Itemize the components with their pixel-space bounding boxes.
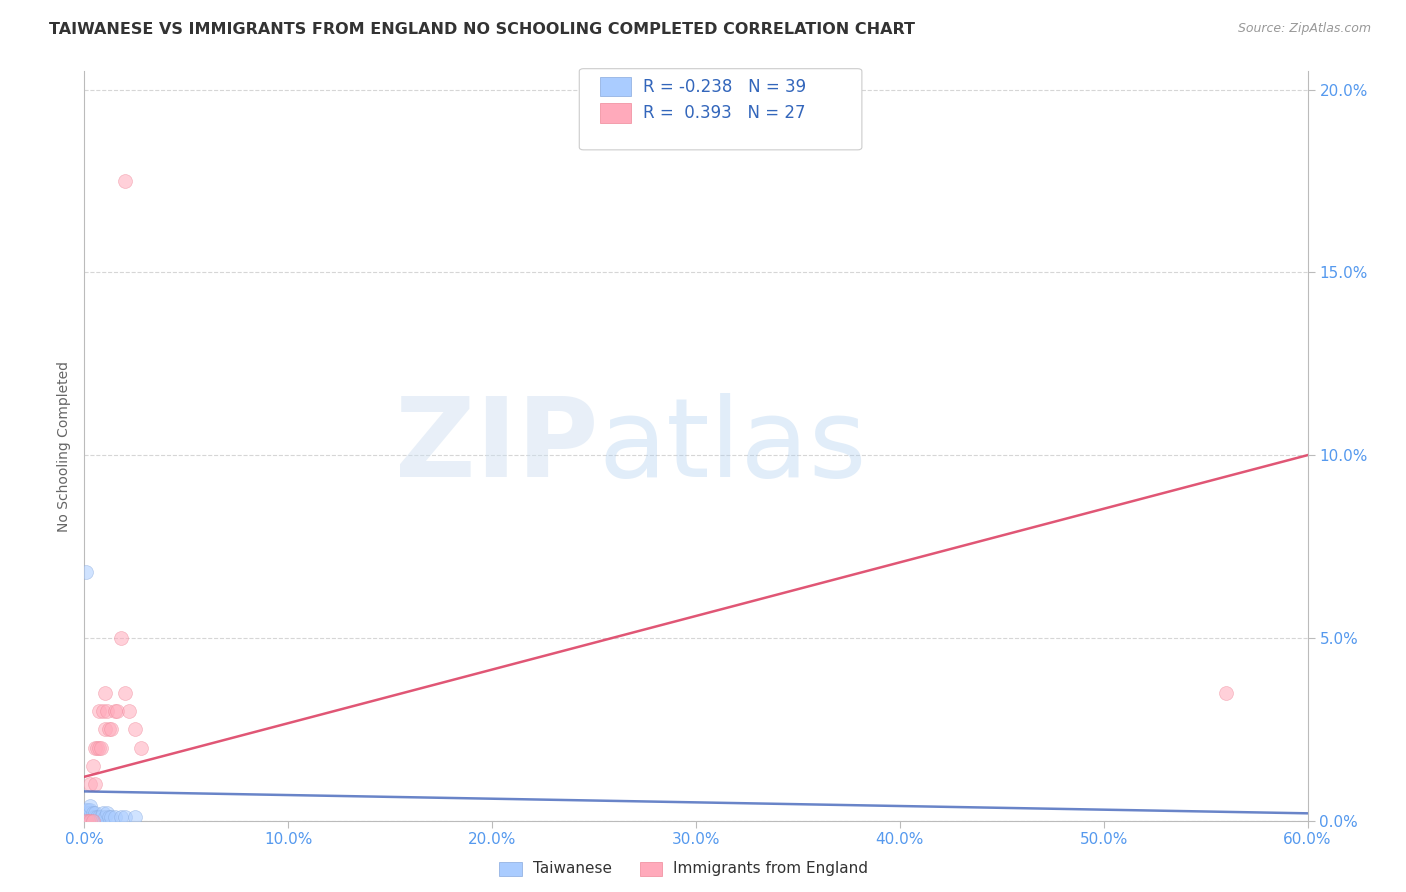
Point bbox=[75, 814, 97, 828]
Point bbox=[77, 810, 100, 824]
Point bbox=[90, 740, 112, 755]
Point bbox=[87, 740, 110, 755]
Text: Immigrants from England: Immigrants from England bbox=[673, 862, 869, 876]
Point bbox=[79, 777, 101, 791]
Point bbox=[83, 740, 105, 755]
Point bbox=[75, 806, 97, 821]
Point bbox=[97, 810, 120, 824]
Point bbox=[79, 814, 101, 828]
Point bbox=[100, 723, 122, 737]
Point bbox=[114, 686, 136, 700]
Text: Taiwanese: Taiwanese bbox=[533, 862, 612, 876]
Point bbox=[83, 810, 105, 824]
Y-axis label: No Schooling Completed: No Schooling Completed bbox=[58, 360, 72, 532]
Point bbox=[91, 704, 114, 718]
Point bbox=[114, 810, 136, 824]
Point bbox=[100, 810, 122, 824]
Point bbox=[79, 799, 101, 814]
Point bbox=[124, 723, 146, 737]
Point bbox=[77, 814, 100, 828]
Point bbox=[75, 814, 97, 828]
Point bbox=[77, 810, 100, 824]
Point bbox=[79, 810, 101, 824]
Point bbox=[77, 803, 100, 817]
Point bbox=[82, 814, 104, 828]
Point bbox=[75, 810, 97, 824]
Point bbox=[75, 814, 97, 828]
Point bbox=[131, 740, 153, 755]
Point bbox=[77, 814, 100, 828]
Point bbox=[77, 806, 100, 821]
Point bbox=[82, 806, 104, 821]
Point bbox=[87, 810, 110, 824]
Point bbox=[82, 810, 104, 824]
Text: ZIP: ZIP bbox=[395, 392, 598, 500]
Point bbox=[96, 806, 118, 821]
Point bbox=[93, 810, 115, 824]
Point bbox=[83, 806, 105, 821]
Point bbox=[114, 174, 136, 188]
Point bbox=[93, 723, 115, 737]
Point bbox=[75, 806, 97, 821]
Point bbox=[96, 704, 118, 718]
Text: R =  0.393   N = 27: R = 0.393 N = 27 bbox=[643, 104, 806, 122]
Point bbox=[79, 806, 101, 821]
Point bbox=[86, 810, 108, 824]
Text: TAIWANESE VS IMMIGRANTS FROM ENGLAND NO SCHOOLING COMPLETED CORRELATION CHART: TAIWANESE VS IMMIGRANTS FROM ENGLAND NO … bbox=[49, 22, 915, 37]
Point bbox=[110, 810, 132, 824]
Point bbox=[87, 704, 110, 718]
Point bbox=[97, 723, 120, 737]
Point bbox=[104, 704, 127, 718]
Point bbox=[75, 810, 97, 824]
Point bbox=[79, 814, 101, 828]
Text: R = -0.238   N = 39: R = -0.238 N = 39 bbox=[643, 78, 806, 95]
Point bbox=[79, 803, 101, 817]
Point bbox=[90, 810, 112, 824]
Point bbox=[118, 704, 141, 718]
Point bbox=[75, 810, 97, 824]
Point bbox=[86, 740, 108, 755]
Point bbox=[105, 704, 128, 718]
Text: Source: ZipAtlas.com: Source: ZipAtlas.com bbox=[1237, 22, 1371, 36]
Point bbox=[75, 814, 97, 828]
Point bbox=[75, 565, 97, 579]
Point bbox=[110, 631, 132, 645]
Point bbox=[124, 810, 146, 824]
Point bbox=[104, 810, 127, 824]
Point bbox=[93, 686, 115, 700]
Point bbox=[1215, 686, 1237, 700]
Text: atlas: atlas bbox=[598, 392, 866, 500]
Point bbox=[82, 759, 104, 773]
Point bbox=[91, 806, 114, 821]
Point bbox=[75, 803, 97, 817]
Point bbox=[75, 814, 97, 828]
Point bbox=[77, 814, 100, 828]
Point bbox=[83, 777, 105, 791]
Point bbox=[82, 814, 104, 828]
